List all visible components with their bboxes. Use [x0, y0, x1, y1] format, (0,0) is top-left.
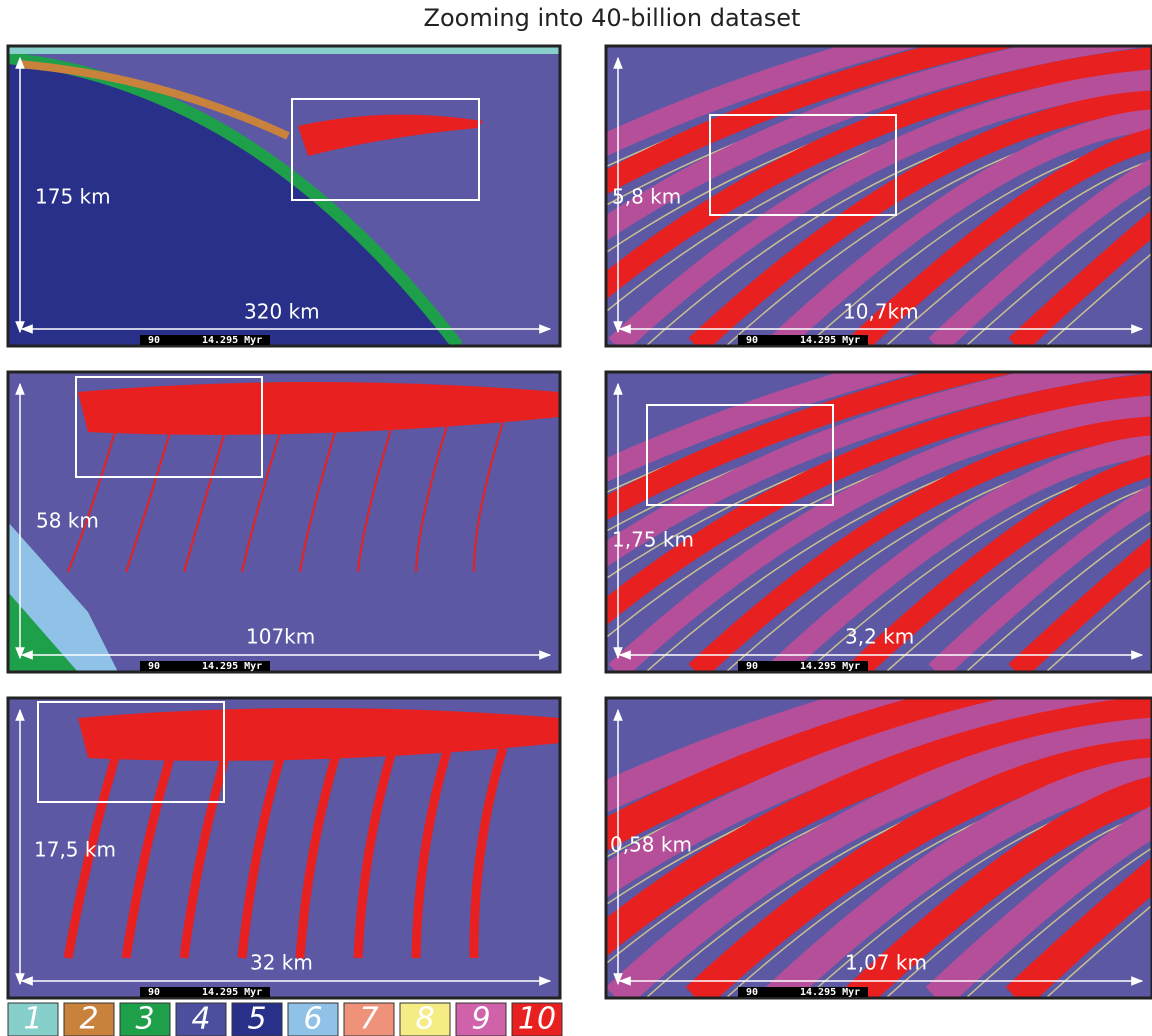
- height-label: 175 km: [35, 185, 111, 209]
- width-label: 10,7km: [843, 300, 919, 324]
- height-label: 5,8 km: [612, 185, 681, 209]
- legend-label: 7: [359, 1002, 378, 1036]
- time-step: 90: [746, 335, 758, 346]
- time-value: 14.295 Myr: [800, 335, 860, 346]
- time-value: 14.295 Myr: [800, 661, 860, 672]
- legend-label: 9: [471, 1002, 490, 1036]
- width-label: 1,07 km: [845, 951, 927, 975]
- time-step: 90: [148, 335, 160, 346]
- figure-title: Zooming into 40-billion dataset: [424, 4, 801, 32]
- height-label: 1,75 km: [612, 528, 694, 552]
- legend-label: 10: [518, 1002, 556, 1036]
- legend-label: 1: [23, 1002, 42, 1036]
- height-label: 17,5 km: [34, 838, 116, 862]
- legend-label: 8: [415, 1002, 434, 1036]
- height-label: 0,58 km: [610, 833, 692, 857]
- time-value: 14.295 Myr: [202, 661, 262, 672]
- width-label: 3,2 km: [845, 625, 914, 649]
- legend-label: 2: [79, 1002, 98, 1036]
- time-step: 90: [746, 987, 758, 998]
- legend-label: 6: [303, 1002, 322, 1036]
- time-value: 14.295 Myr: [800, 987, 860, 998]
- width-label: 32 km: [250, 951, 313, 975]
- height-label: 58 km: [36, 509, 99, 533]
- legend-label: 5: [247, 1002, 266, 1036]
- width-label: 320 km: [244, 300, 320, 324]
- time-step: 90: [148, 661, 160, 672]
- legend-label: 4: [191, 1002, 210, 1036]
- time-value: 14.295 Myr: [202, 335, 262, 346]
- time-step: 90: [148, 987, 160, 998]
- legend-label: 3: [135, 1002, 154, 1036]
- figure: Zooming into 40-billion dataset 175 km32…: [0, 0, 1152, 1036]
- time-value: 14.295 Myr: [202, 987, 262, 998]
- width-label: 107km: [246, 625, 315, 649]
- time-step: 90: [746, 661, 758, 672]
